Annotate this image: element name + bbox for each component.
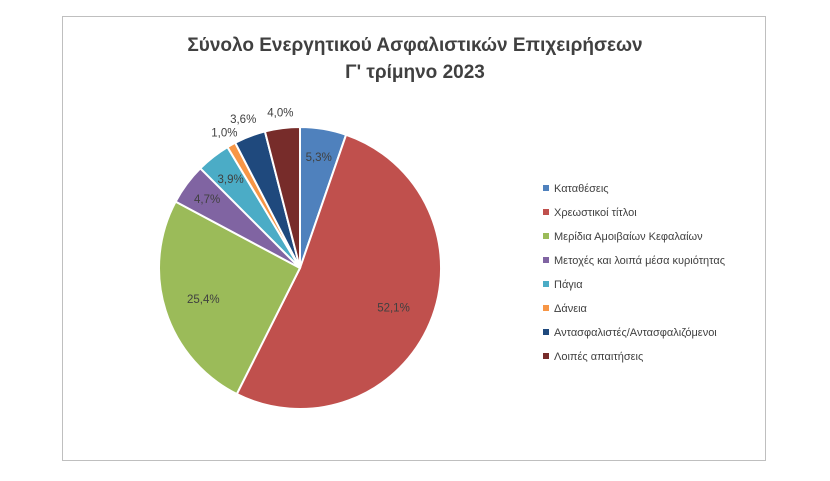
legend-swatch <box>543 353 549 359</box>
legend-item-label: Λοιπές απαιτήσεις <box>554 351 643 363</box>
legend-swatch <box>543 209 549 215</box>
data-label: 5,3% <box>306 152 332 164</box>
legend-item-label: Αντασφαλιστές/Αντασφαλιζόμενοι <box>554 327 717 339</box>
legend: Καταθέσεις Χρεωστικοί τίτλοι Μερίδια Αμοιβ… <box>543 183 725 363</box>
legend-item-label: Μετοχές και λοιπά μέσα κυριότητας <box>554 255 725 267</box>
data-label: 3,6% <box>230 114 256 126</box>
chart-area: Σύνολο Ενεργητικού Ασφαλιστικών Επιχειρή… <box>62 16 766 461</box>
legend-swatch <box>543 281 549 287</box>
pie-chart: Σύνολο Ενεργητικού Ασφαλιστικών Επιχειρή… <box>158 35 725 410</box>
legend-item-label: Χρεωστικοί τίτλοι <box>554 207 637 219</box>
legend-swatch <box>543 329 549 335</box>
data-label: 4,7% <box>194 194 220 206</box>
data-label: 4,0% <box>267 108 293 120</box>
data-labels: 5,3% 52,1% 25,4% 4,7% 3,9% 1,0% 3,6% 4,0% <box>187 108 410 315</box>
data-label: 25,4% <box>187 294 220 306</box>
data-label: 1,0% <box>211 128 237 140</box>
data-label: 3,9% <box>217 174 243 186</box>
legend-item-label: Καταθέσεις <box>554 183 609 195</box>
legend-swatch <box>543 185 549 191</box>
pie-slices <box>158 125 443 410</box>
legend-swatch <box>543 305 549 311</box>
legend-swatch <box>543 257 549 263</box>
legend-item-label: Δάνεια <box>554 303 588 315</box>
legend-swatch <box>543 233 549 239</box>
pie-slice <box>235 133 443 410</box>
data-label: 52,1% <box>377 302 410 314</box>
chart-subtitle: Γ' τρίμηνο 2023 <box>345 62 485 83</box>
pie-slice <box>263 125 301 269</box>
chart-title: Σύνολο Ενεργητικού Ασφαλιστικών Επιχειρή… <box>187 35 642 56</box>
legend-item-label: Μερίδια Αμοιβαίων Κεφαλαίων <box>554 231 703 243</box>
legend-item-label: Πάγια <box>554 279 583 291</box>
